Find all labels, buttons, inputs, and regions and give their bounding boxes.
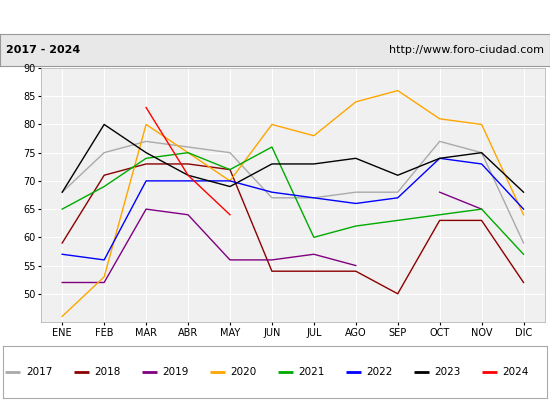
Text: 2019: 2019	[162, 367, 189, 377]
2022	[394, 196, 401, 200]
Text: 2024: 2024	[502, 367, 529, 377]
2018	[59, 240, 65, 245]
2020	[268, 122, 275, 127]
2018	[520, 280, 527, 285]
2020	[143, 122, 150, 127]
2018	[478, 218, 485, 223]
2021	[394, 218, 401, 223]
Text: 2017: 2017	[26, 367, 52, 377]
Line: 2021: 2021	[62, 147, 524, 254]
2019	[268, 258, 275, 262]
2023	[436, 156, 443, 161]
2021	[143, 156, 150, 161]
2017	[59, 190, 65, 194]
Text: 2017 - 2024: 2017 - 2024	[6, 45, 80, 55]
Text: http://www.foro-ciudad.com: http://www.foro-ciudad.com	[389, 45, 544, 55]
Line: 2020: 2020	[62, 90, 524, 316]
2019	[101, 280, 107, 285]
Text: Evolucion del paro registrado en Diezma: Evolucion del paro registrado en Diezma	[119, 10, 431, 24]
2019	[227, 258, 233, 262]
2017	[268, 196, 275, 200]
2022	[353, 201, 359, 206]
2023	[227, 184, 233, 189]
2021	[478, 207, 485, 212]
2019	[311, 252, 317, 257]
2022	[311, 196, 317, 200]
2023	[185, 173, 191, 178]
Line: 2023: 2023	[62, 124, 524, 192]
2018	[394, 291, 401, 296]
2018	[227, 167, 233, 172]
2022	[143, 178, 150, 183]
2019	[143, 207, 150, 212]
2023	[268, 162, 275, 166]
Text: 2022: 2022	[366, 367, 393, 377]
Line: 2017: 2017	[62, 141, 524, 243]
2018	[143, 162, 150, 166]
2020	[520, 212, 527, 217]
2023	[101, 122, 107, 127]
2017	[143, 139, 150, 144]
2021	[520, 252, 527, 257]
2019	[353, 263, 359, 268]
2020	[394, 88, 401, 93]
2018	[311, 269, 317, 274]
2023	[520, 190, 527, 194]
Line: 2019: 2019	[62, 209, 356, 282]
2017	[394, 190, 401, 194]
Line: 2022: 2022	[62, 158, 524, 260]
2021	[101, 184, 107, 189]
2023	[311, 162, 317, 166]
2017	[101, 150, 107, 155]
2022	[268, 190, 275, 194]
2022	[520, 207, 527, 212]
2017	[227, 150, 233, 155]
2018	[101, 173, 107, 178]
2020	[59, 314, 65, 319]
2017	[311, 196, 317, 200]
2022	[101, 258, 107, 262]
2022	[478, 162, 485, 166]
2021	[311, 235, 317, 240]
2019	[59, 280, 65, 285]
2018	[436, 218, 443, 223]
2020	[478, 122, 485, 127]
2018	[268, 269, 275, 274]
2023	[143, 150, 150, 155]
Text: 2020: 2020	[230, 367, 256, 377]
2017	[185, 145, 191, 150]
2017	[436, 139, 443, 144]
2021	[227, 167, 233, 172]
2021	[436, 212, 443, 217]
2020	[185, 150, 191, 155]
2017	[520, 240, 527, 245]
2021	[59, 207, 65, 212]
2023	[353, 156, 359, 161]
2021	[353, 224, 359, 228]
2020	[227, 178, 233, 183]
2023	[478, 150, 485, 155]
2018	[353, 269, 359, 274]
2020	[311, 133, 317, 138]
2023	[59, 190, 65, 194]
2020	[436, 116, 443, 121]
2017	[353, 190, 359, 194]
2020	[353, 100, 359, 104]
Text: 2018: 2018	[94, 367, 120, 377]
Text: 2023: 2023	[434, 367, 461, 377]
2020	[101, 274, 107, 279]
2021	[268, 145, 275, 150]
2021	[185, 150, 191, 155]
2018	[185, 162, 191, 166]
2022	[59, 252, 65, 257]
2023	[394, 173, 401, 178]
2022	[436, 156, 443, 161]
Text: 2021: 2021	[298, 367, 324, 377]
2022	[185, 178, 191, 183]
2019	[185, 212, 191, 217]
2017	[478, 150, 485, 155]
2022	[227, 178, 233, 183]
Line: 2018: 2018	[62, 164, 524, 294]
